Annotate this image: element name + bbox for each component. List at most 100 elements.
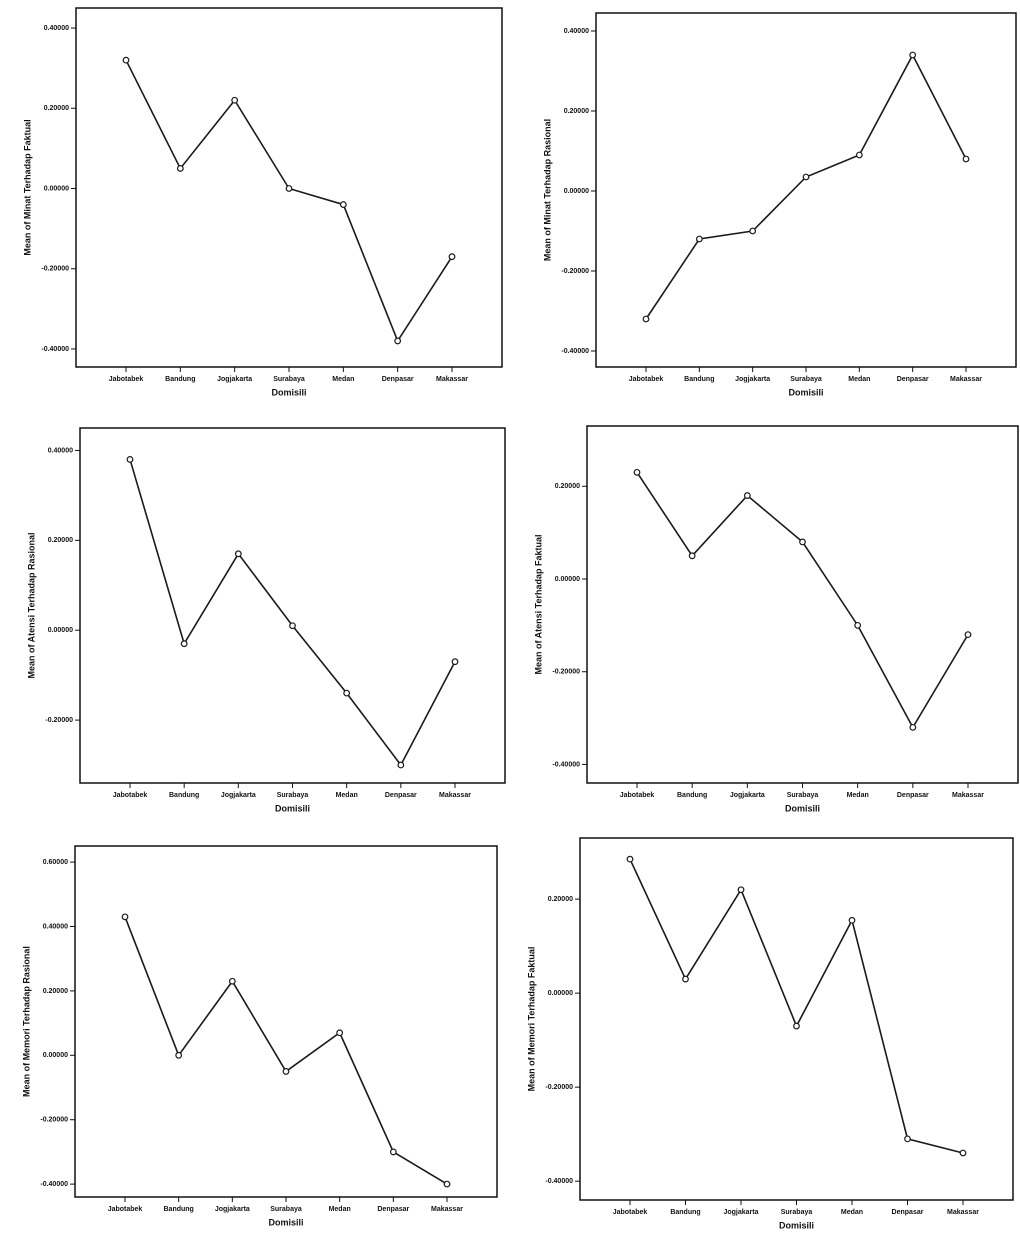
x-tick-label: Bandung bbox=[677, 792, 707, 799]
x-axis-label: Domisili bbox=[268, 1217, 303, 1227]
point bbox=[849, 917, 855, 923]
x-tick-label: Jabotabek bbox=[109, 376, 144, 383]
point bbox=[738, 887, 744, 893]
x-axis-label: Domisili bbox=[275, 803, 310, 813]
point bbox=[444, 1181, 450, 1187]
x-tick-label: Denpasar bbox=[892, 1209, 924, 1216]
plot-frame bbox=[596, 13, 1016, 367]
x-tick-label: Medan bbox=[847, 792, 869, 799]
x-tick-label: Bandung bbox=[684, 376, 714, 383]
x-tick-label: Denpasar bbox=[377, 1206, 409, 1213]
y-tick-label: -0.20000 bbox=[545, 1084, 573, 1091]
x-tick-label: Jabotabek bbox=[629, 376, 664, 383]
x-tick-label: Surabaya bbox=[273, 376, 305, 383]
x-tick-label: Denpasar bbox=[897, 792, 929, 799]
x-tick-label: Surabaya bbox=[277, 792, 309, 799]
point bbox=[697, 236, 703, 242]
point bbox=[965, 632, 971, 638]
point bbox=[745, 493, 751, 499]
y-tick-label: 0.40000 bbox=[43, 923, 68, 930]
x-tick-label: Surabaya bbox=[270, 1206, 302, 1213]
y-tick-label: 0.00000 bbox=[48, 627, 73, 634]
y-tick-label: 0.00000 bbox=[555, 576, 580, 583]
y-tick-label: -0.40000 bbox=[40, 1181, 68, 1188]
x-tick-label: Surabaya bbox=[790, 376, 822, 383]
x-tick-label: Bandung bbox=[164, 1206, 194, 1213]
point bbox=[283, 1069, 289, 1075]
x-tick-label: Jogjakarta bbox=[730, 792, 765, 799]
x-axis-label: Domisili bbox=[271, 387, 306, 397]
y-tick-label: 0.40000 bbox=[48, 447, 73, 454]
y-axis-label: Mean of Atensi Terhadap Faktual bbox=[533, 534, 543, 674]
y-tick-label: 0.40000 bbox=[44, 25, 69, 32]
x-tick-label: Makassar bbox=[439, 792, 471, 799]
x-tick-label: Jogjakarta bbox=[723, 1209, 758, 1216]
series-line bbox=[646, 55, 966, 319]
x-axis-label: Domisili bbox=[785, 803, 820, 813]
x-tick-label: Bandung bbox=[169, 792, 199, 799]
point bbox=[232, 97, 238, 103]
point bbox=[123, 57, 129, 63]
y-tick-label: 0.00000 bbox=[43, 1052, 68, 1059]
point bbox=[803, 174, 809, 180]
point bbox=[963, 156, 969, 162]
y-tick-label: -0.40000 bbox=[552, 761, 580, 768]
x-tick-label: Medan bbox=[848, 376, 870, 383]
point bbox=[452, 659, 458, 665]
y-axis-label: Mean of Atensi Terhadap Rasional bbox=[26, 532, 36, 678]
point bbox=[910, 52, 916, 58]
point bbox=[181, 641, 187, 647]
x-tick-label: Makassar bbox=[952, 792, 984, 799]
point bbox=[800, 539, 806, 545]
point bbox=[341, 202, 347, 208]
point bbox=[449, 254, 455, 260]
x-axis-label: Domisili bbox=[779, 1220, 814, 1230]
x-tick-label: Makassar bbox=[431, 1206, 463, 1213]
plot-frame bbox=[80, 428, 505, 783]
point bbox=[236, 551, 242, 557]
y-tick-label: -0.40000 bbox=[41, 346, 69, 353]
series-line bbox=[130, 459, 455, 765]
point bbox=[910, 725, 916, 731]
y-tick-label: 0.20000 bbox=[548, 896, 573, 903]
x-tick-label: Surabaya bbox=[781, 1209, 813, 1216]
point bbox=[230, 978, 236, 984]
point bbox=[643, 316, 649, 322]
point bbox=[905, 1136, 911, 1142]
point bbox=[857, 152, 863, 158]
point bbox=[122, 914, 128, 920]
plot-frame bbox=[587, 426, 1018, 783]
x-tick-label: Makassar bbox=[947, 1209, 979, 1216]
y-tick-label: -0.20000 bbox=[561, 268, 589, 275]
x-tick-label: Surabaya bbox=[787, 792, 819, 799]
y-axis-label: Mean of Memori Terhadap Rasional bbox=[21, 946, 31, 1097]
point bbox=[627, 856, 633, 862]
point bbox=[344, 690, 350, 696]
y-tick-label: 0.00000 bbox=[564, 188, 589, 195]
plot-frame bbox=[75, 846, 497, 1197]
x-tick-label: Denpasar bbox=[385, 792, 417, 799]
x-tick-label: Medan bbox=[336, 792, 358, 799]
series-line bbox=[125, 917, 447, 1184]
y-tick-label: 0.20000 bbox=[48, 537, 73, 544]
point bbox=[750, 228, 756, 234]
y-tick-label: 0.20000 bbox=[44, 105, 69, 112]
y-tick-label: 0.20000 bbox=[43, 988, 68, 995]
page: -0.40000 -0.20000 0.00000 0.20000 0.40000 Jab… bbox=[0, 0, 1020, 1235]
x-tick-label: Medan bbox=[841, 1209, 863, 1216]
series-line bbox=[630, 859, 963, 1153]
y-axis-label: Mean of Memori Terhadap Faktual bbox=[526, 947, 536, 1092]
x-tick-label: Jabotabek bbox=[613, 1209, 648, 1216]
y-axis-label: Mean of Minat Terhadap Rasional bbox=[542, 119, 552, 261]
x-tick-label: Jabotabek bbox=[113, 792, 148, 799]
x-tick-label: Bandung bbox=[670, 1209, 700, 1216]
y-axis-label: Mean of Minat Terhadap Faktual bbox=[22, 119, 32, 255]
x-tick-label: Jogjakarta bbox=[221, 792, 256, 799]
x-tick-label: Medan bbox=[329, 1206, 351, 1213]
y-tick-label: -0.20000 bbox=[40, 1117, 68, 1124]
point bbox=[176, 1053, 182, 1059]
x-tick-label: Jogjakarta bbox=[215, 1206, 250, 1213]
point bbox=[634, 470, 640, 476]
point bbox=[127, 457, 133, 463]
x-tick-label: Makassar bbox=[950, 376, 982, 383]
